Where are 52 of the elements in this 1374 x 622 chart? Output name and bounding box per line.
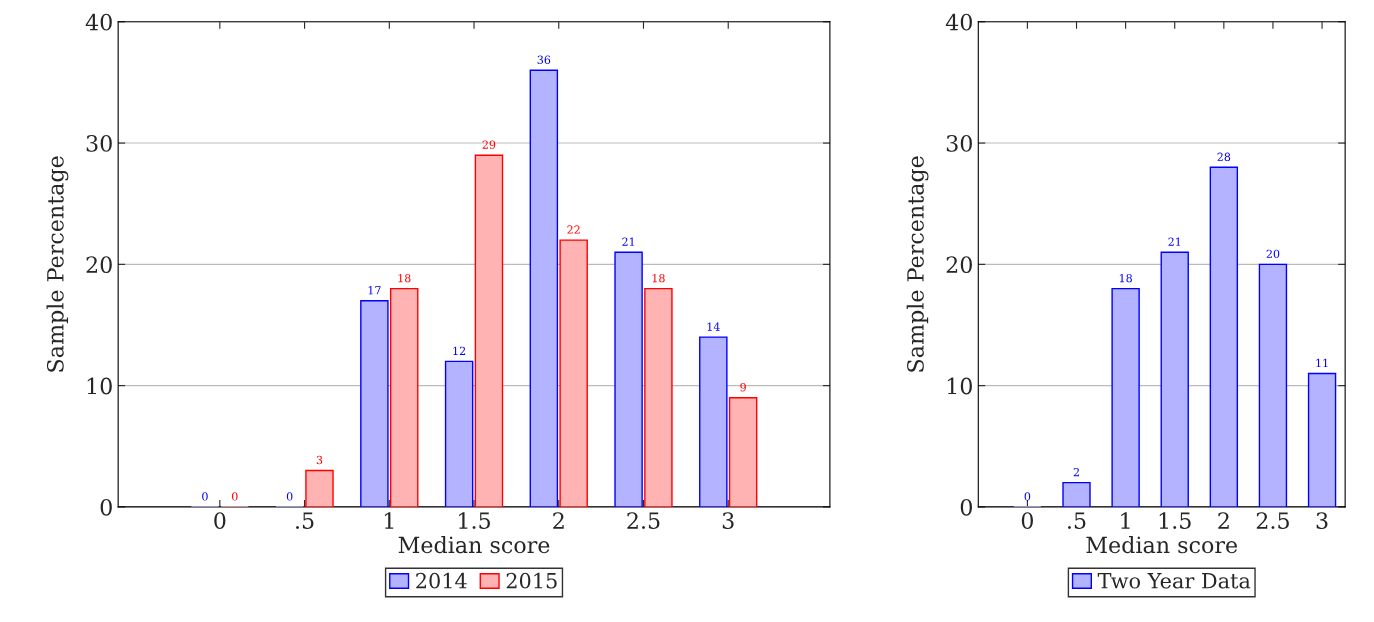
data-label: 36 <box>537 55 551 64</box>
x-axis-title: Median score <box>398 536 550 554</box>
y-axis-title: Sample Percentage <box>46 156 69 372</box>
y-tick-label: 40 <box>945 13 972 31</box>
data-label: 12 <box>453 346 466 355</box>
x-tick-label: 2 <box>1218 512 1229 529</box>
x-tick-label: .5 <box>1068 512 1086 529</box>
x-tick-label: 0 <box>1021 512 1033 529</box>
data-label: 9 <box>740 383 746 392</box>
data-label: 2 <box>1073 467 1079 477</box>
y-tick-label: 40 <box>85 13 112 31</box>
legend-label: 2015 <box>506 572 557 589</box>
y-tick-label: 0 <box>960 498 972 516</box>
data-label: 18 <box>398 273 411 283</box>
x-tick-label: 3 <box>722 512 734 529</box>
data-label: 11 <box>1316 358 1328 368</box>
x-tick-label: 1.5 <box>459 512 490 529</box>
x-tick-label: 2.5 <box>627 512 660 529</box>
legend-label: 2014 <box>416 572 467 589</box>
x-tick-label: 1 <box>384 512 394 529</box>
data-label: 0 <box>231 492 238 501</box>
x-tick-label: 1 <box>1121 512 1130 529</box>
y-tick-label: 10 <box>87 377 112 395</box>
data-label: 20 <box>1266 249 1280 259</box>
y-tick-label: 20 <box>86 256 112 274</box>
x-tick-label: 2 <box>553 512 564 529</box>
y-tick-label: 10 <box>947 377 972 395</box>
data-label: 0 <box>286 492 293 501</box>
data-label: 0 <box>1024 492 1031 501</box>
data-label: 3 <box>316 455 323 465</box>
x-tick-label: 3 <box>1316 512 1328 529</box>
data-label: 22 <box>567 225 580 234</box>
x-tick-label: .5 <box>296 512 314 529</box>
y-tick-label: 30 <box>86 135 112 152</box>
data-label: 21 <box>622 237 635 246</box>
data-label: 18 <box>1119 273 1132 283</box>
y-axis-title: Sample Percentage <box>906 156 929 372</box>
legend-label: Two Year Data <box>1097 573 1251 589</box>
data-label: 0 <box>202 492 208 501</box>
y-tick-label: 30 <box>946 135 972 152</box>
data-label: 28 <box>1217 152 1231 161</box>
x-axis-title: Median score <box>1086 536 1238 554</box>
x-tick-label: 0 <box>214 512 226 529</box>
data-label: 21 <box>1168 237 1181 246</box>
y-tick-label: 20 <box>946 256 972 274</box>
x-tick-label: 2.5 <box>1256 512 1289 529</box>
data-label: 17 <box>368 286 381 295</box>
data-label: 18 <box>652 273 665 283</box>
data-label: 29 <box>482 140 496 149</box>
y-tick-label: 0 <box>100 498 112 516</box>
x-tick-label: 1.5 <box>1159 512 1191 529</box>
data-label: 14 <box>707 322 720 331</box>
